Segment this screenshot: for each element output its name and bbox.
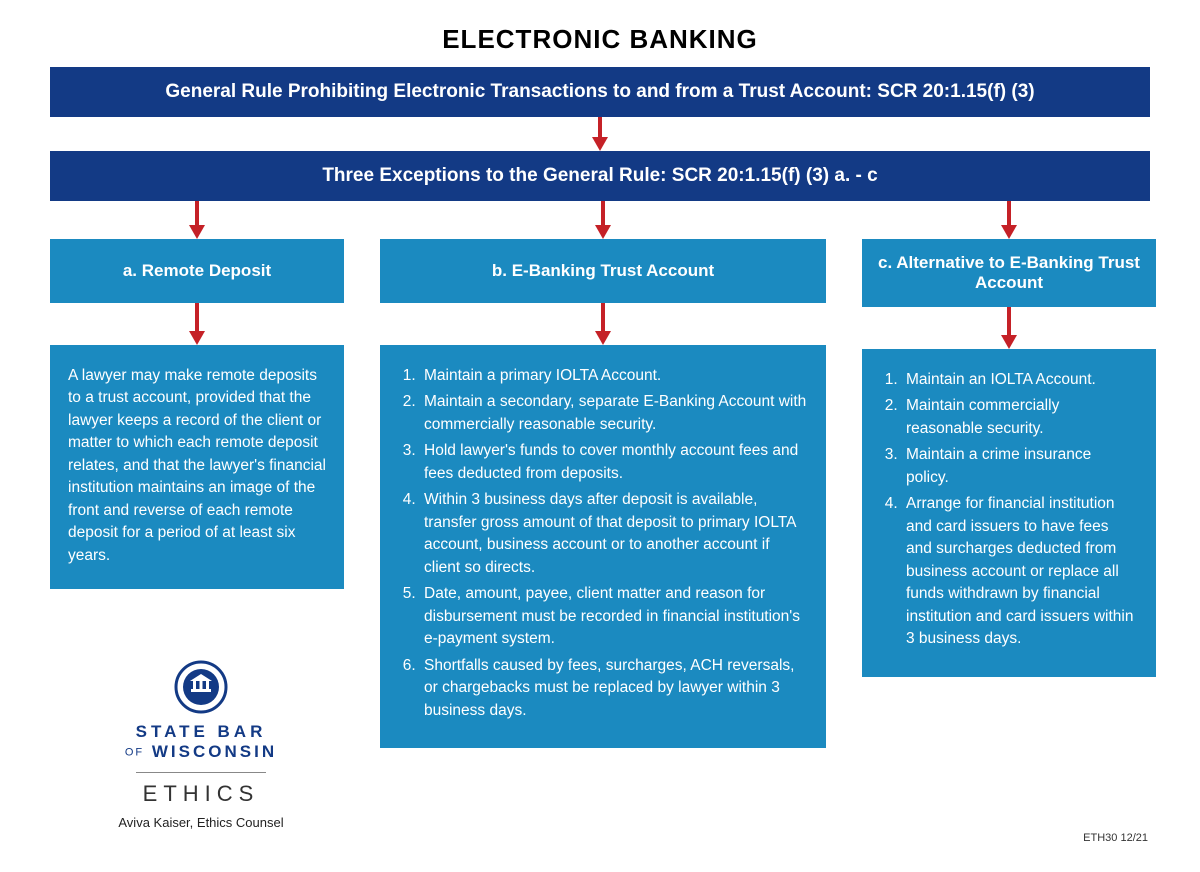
column-a-body: A lawyer may make remote deposits to a t… [50,345,344,589]
arrow-b [380,303,826,345]
list-item: Maintain commercially reasonable securit… [902,395,1138,440]
list-item: Shortfalls caused by fees, surcharges, A… [420,655,808,722]
list-item: Arrange for financial institution and ca… [902,493,1138,650]
list-item: Within 3 business days after deposit is … [420,489,808,579]
column-b-header: b. E-Banking Trust Account [380,239,826,303]
column-c-list: Maintain an IOLTA Account. Maintain comm… [880,369,1138,651]
column-b-body: Maintain a primary IOLTA Account. Mainta… [380,345,826,748]
logo-ethics: ETHICS [76,781,326,807]
logo-text-line1: STATE BAR [76,722,326,742]
logo-counsel: Aviva Kaiser, Ethics Counsel [76,815,326,830]
column-a-header: a. Remote Deposit [50,239,344,303]
column-b: b. E-Banking Trust Account Maintain a pr… [380,239,826,748]
list-item: Hold lawyer's funds to cover monthly acc… [420,440,808,485]
logo-divider [136,772,266,773]
general-rule-banner: General Rule Prohibiting Electronic Tran… [50,67,1150,117]
page-title: ELECTRONIC BANKING [0,0,1200,67]
column-c-body: Maintain an IOLTA Account. Maintain comm… [862,349,1156,677]
logo-block: STATE BAR OF WISCONSIN ETHICS Aviva Kais… [76,660,326,830]
arrow-split [50,201,1150,239]
list-item: Maintain a crime insurance policy. [902,444,1138,489]
logo-wisconsin: WISCONSIN [152,742,277,761]
list-item: Maintain a primary IOLTA Account. [420,365,808,387]
arrow-1 [0,117,1200,151]
list-item: Maintain an IOLTA Account. [902,369,1138,391]
doc-code: ETH30 12/21 [1083,832,1148,844]
arrow-a [50,303,344,345]
arrow-c [862,307,1156,349]
state-bar-logo-icon [174,660,228,714]
list-item: Maintain a secondary, separate E-Banking… [420,391,808,436]
column-c: c. Alternative to E-Banking Trust Accoun… [862,239,1156,748]
column-c-header: c. Alternative to E-Banking Trust Accoun… [862,239,1156,307]
logo-of: OF [125,747,144,759]
logo-text-line2: OF WISCONSIN [76,742,326,762]
exceptions-banner: Three Exceptions to the General Rule: SC… [50,151,1150,201]
list-item: Date, amount, payee, client matter and r… [420,583,808,650]
column-b-list: Maintain a primary IOLTA Account. Mainta… [398,365,808,722]
